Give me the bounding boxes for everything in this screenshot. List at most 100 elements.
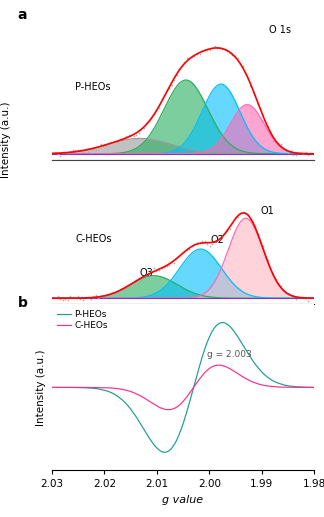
Text: b: b — [18, 296, 28, 310]
Point — [146, 117, 151, 126]
Point — [151, 264, 156, 272]
Point — [177, 65, 182, 73]
Point — [273, 139, 278, 147]
Point — [232, 214, 237, 222]
Point — [250, 88, 255, 97]
Point — [200, 237, 205, 245]
Point — [227, 225, 233, 233]
Point — [245, 74, 250, 82]
Point — [296, 149, 301, 157]
Point — [60, 148, 65, 156]
Point — [139, 276, 144, 284]
Point — [106, 140, 111, 148]
Point — [172, 259, 177, 267]
Point — [113, 138, 119, 146]
Point — [306, 151, 311, 159]
Point — [68, 148, 73, 156]
Point — [136, 273, 141, 282]
Point — [73, 293, 78, 301]
Line: C-HEOs: C-HEOs — [52, 365, 314, 409]
Text: g = 2.003: g = 2.003 — [207, 351, 251, 359]
Point — [202, 237, 207, 246]
Point — [245, 210, 250, 219]
Point — [116, 139, 121, 147]
Point — [55, 292, 60, 300]
Point — [131, 132, 136, 141]
Point — [167, 261, 172, 269]
Point — [75, 146, 81, 155]
Point — [78, 295, 83, 303]
Point — [210, 43, 215, 52]
P-HEOs — [279, 381, 283, 387]
Point — [263, 253, 268, 261]
Point — [298, 293, 304, 301]
Point — [217, 235, 222, 244]
Point — [192, 52, 197, 60]
Point — [187, 245, 192, 253]
Point — [149, 267, 154, 275]
Point — [60, 295, 65, 303]
Point — [288, 147, 293, 156]
Point — [298, 149, 304, 158]
Text: P-HEOs: P-HEOs — [75, 82, 111, 93]
Point — [258, 104, 263, 112]
Point — [88, 295, 93, 303]
Point — [197, 50, 202, 58]
C-HEOs — [166, 406, 170, 413]
Point — [204, 46, 210, 54]
P-HEOs — [50, 384, 54, 390]
Point — [58, 151, 63, 160]
C-HEOs — [80, 384, 84, 390]
Point — [265, 256, 271, 264]
Point — [212, 42, 217, 51]
Point — [222, 45, 227, 54]
Y-axis label: Intensity (a.u.): Intensity (a.u.) — [36, 349, 46, 425]
Point — [63, 148, 68, 156]
Text: O3: O3 — [139, 268, 153, 278]
Point — [80, 296, 86, 304]
Point — [174, 254, 179, 262]
Point — [96, 294, 101, 302]
C-HEOs — [217, 362, 221, 368]
C-HEOs — [312, 384, 316, 390]
Point — [151, 110, 156, 118]
Point — [83, 293, 88, 301]
Point — [123, 284, 129, 292]
Point — [210, 239, 215, 248]
Point — [144, 270, 149, 278]
P-HEOs — [312, 384, 316, 390]
Point — [293, 295, 298, 303]
P-HEOs — [80, 385, 84, 391]
Point — [86, 293, 91, 301]
Point — [253, 91, 258, 99]
Point — [133, 276, 139, 284]
Point — [159, 264, 164, 272]
C-HEOs — [95, 385, 99, 391]
Point — [192, 240, 197, 248]
Point — [263, 117, 268, 126]
Point — [265, 121, 271, 130]
Text: Intensity (a.u.): Intensity (a.u.) — [2, 101, 11, 178]
Point — [207, 241, 212, 250]
Point — [293, 150, 298, 159]
Point — [106, 290, 111, 298]
Point — [232, 52, 237, 60]
Point — [116, 287, 121, 296]
Point — [207, 46, 212, 54]
Point — [154, 106, 159, 114]
Point — [215, 236, 220, 245]
Point — [187, 54, 192, 63]
Point — [98, 140, 103, 148]
Point — [275, 280, 281, 288]
Point — [237, 209, 243, 218]
Point — [291, 150, 296, 159]
P-HEOs — [151, 439, 155, 446]
Point — [75, 292, 81, 300]
Point — [182, 248, 187, 256]
Point — [129, 280, 134, 288]
Point — [161, 263, 167, 271]
Point — [111, 138, 116, 146]
Point — [222, 229, 227, 237]
Point — [204, 239, 210, 248]
Point — [141, 275, 146, 283]
